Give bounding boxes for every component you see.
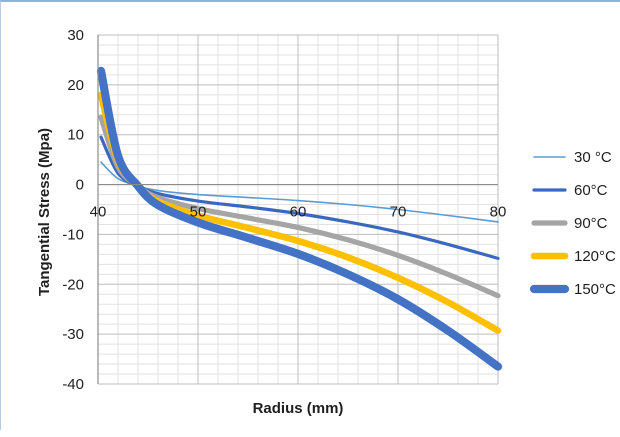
y-tick-label: -40 — [62, 376, 84, 393]
y-tick-label: -10 — [62, 226, 84, 243]
legend-label-1: 30 °C — [574, 149, 612, 166]
series-line-5 — [96, 66, 503, 371]
legend-label-2: 60°C — [574, 182, 608, 199]
y-tick-label: -30 — [62, 326, 84, 343]
x-tick-label: 50 — [190, 204, 207, 221]
y-axis-title: Tangential Stress (Mpa) — [36, 128, 53, 296]
legend-label-5: 150°C — [574, 281, 616, 298]
y-tick-label: 20 — [67, 77, 84, 94]
x-tick-label: 40 — [90, 204, 107, 221]
y-tick-label: -20 — [62, 276, 84, 293]
x-tick-label: 60 — [290, 204, 307, 221]
axis-layer: 30 20 10 0 -10 -20 -30 -40 40 50 60 70 80 — [62, 27, 506, 393]
y-tick-label: 10 — [67, 127, 84, 144]
legend-label-3: 90°C — [574, 215, 608, 232]
y-tick-label: 30 — [67, 27, 84, 44]
x-axis-title: Radius (mm) — [253, 400, 344, 417]
x-tick-label: 70 — [390, 204, 407, 221]
x-tick-label: 80 — [490, 204, 507, 221]
legend-layer: 30 °C 60°C 90°C 120°C 150°C — [529, 149, 616, 298]
y-tick-label: 0 — [76, 177, 84, 194]
legend-label-4: 120°C — [574, 248, 616, 265]
